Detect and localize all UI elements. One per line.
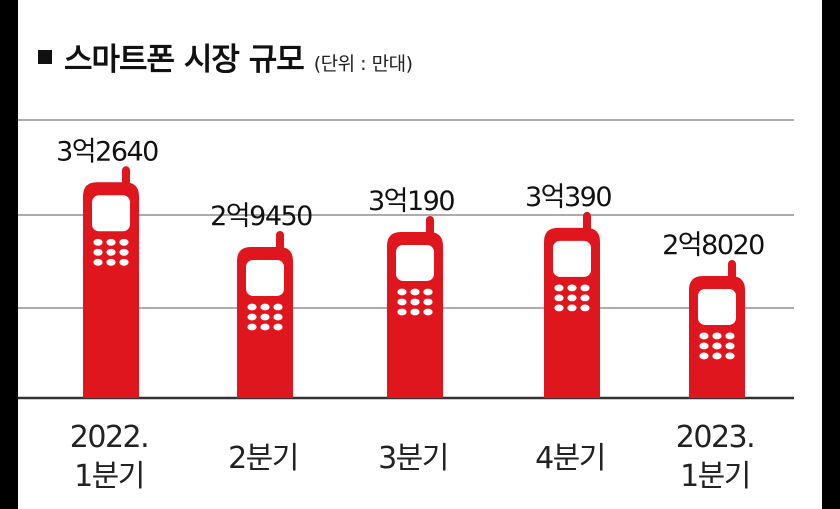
keypad-dot bbox=[260, 303, 270, 311]
category-label-1: 2022. bbox=[70, 420, 148, 455]
category-label-3: 3분기 bbox=[378, 441, 448, 476]
value-label-3: 3억190 bbox=[368, 186, 454, 217]
category-label-1: 1분기 bbox=[74, 459, 144, 494]
keypad-dot bbox=[567, 294, 577, 302]
phone-screen-3 bbox=[396, 244, 434, 281]
keypad-dot bbox=[580, 294, 590, 302]
keypad-dot bbox=[580, 284, 590, 292]
title-block: 스마트폰 시장 규모 (단위 : 만대) bbox=[38, 34, 413, 79]
antenna-4 bbox=[583, 211, 591, 232]
keypad-dot bbox=[106, 238, 116, 246]
category-label-5: 2023. bbox=[676, 420, 754, 455]
keypad-dot bbox=[93, 248, 103, 256]
keypad-dot bbox=[93, 238, 103, 246]
keypad-dot bbox=[397, 298, 407, 306]
keypad-dot bbox=[93, 258, 103, 266]
keypad-dot bbox=[273, 323, 283, 331]
keypad-dot bbox=[699, 352, 709, 360]
antenna-2 bbox=[276, 230, 284, 251]
keypad-dot bbox=[699, 332, 709, 340]
keypad-dot bbox=[712, 342, 722, 350]
keypad-dot bbox=[725, 342, 735, 350]
antenna-3 bbox=[426, 215, 434, 236]
keypad-dot bbox=[260, 323, 270, 331]
phone-bar-chart: 3억2640 2022. 1분기 2억9450 2분기 3억190 3분기 3억390 4분기 2… bbox=[18, 119, 794, 494]
keypad-dot bbox=[106, 248, 116, 256]
antenna-5 bbox=[728, 259, 736, 280]
keypad-dot bbox=[247, 323, 257, 331]
keypad-dot bbox=[247, 303, 257, 311]
value-label-1: 3억2640 bbox=[56, 136, 158, 167]
bar-1 bbox=[83, 182, 139, 398]
keypad-dot bbox=[423, 308, 433, 316]
keypad-dot bbox=[423, 288, 433, 296]
keypad-dot bbox=[119, 258, 129, 266]
keypad-dot bbox=[554, 294, 564, 302]
keypad-dot bbox=[410, 298, 420, 306]
keypad-dot bbox=[397, 308, 407, 316]
keypad-dot bbox=[699, 342, 709, 350]
keypad-dot bbox=[567, 304, 577, 312]
unit-note: (단위 : 만대) bbox=[313, 53, 413, 75]
keypad-dot bbox=[410, 288, 420, 296]
keypad-dot bbox=[273, 313, 283, 321]
keypad-dot bbox=[580, 304, 590, 312]
keypad-dot bbox=[712, 352, 722, 360]
keypad-dot bbox=[725, 352, 735, 360]
keypad-dot bbox=[106, 258, 116, 266]
keypad-dot bbox=[273, 303, 283, 311]
category-label-2: 2분기 bbox=[228, 441, 298, 476]
keypad-dot bbox=[410, 308, 420, 316]
keypad-dot bbox=[260, 313, 270, 321]
value-label-2: 2억9450 bbox=[210, 201, 312, 232]
phone-screen-1 bbox=[92, 195, 130, 232]
phone-screen-5 bbox=[698, 288, 736, 325]
keypad-dot bbox=[119, 248, 129, 256]
chart-panel: 스마트폰 시장 규모 (단위 : 만대) 3억2640 2022. 1분기 2억945… bbox=[18, 0, 822, 509]
title-bullet-icon bbox=[38, 49, 52, 64]
keypad-dot bbox=[119, 238, 129, 246]
keypad-dot bbox=[554, 284, 564, 292]
keypad-dot bbox=[423, 298, 433, 306]
keypad-dot bbox=[247, 313, 257, 321]
category-label-5: 1분기 bbox=[680, 459, 750, 494]
keypad-dot bbox=[712, 332, 722, 340]
phone-screen-4 bbox=[553, 240, 591, 277]
antenna-1 bbox=[122, 166, 130, 187]
category-label-4: 4분기 bbox=[535, 441, 605, 476]
value-label-5: 2억8020 bbox=[662, 230, 764, 261]
chart-title: 스마트폰 시장 규모 bbox=[64, 42, 305, 78]
keypad-dot bbox=[397, 288, 407, 296]
keypad-dot bbox=[725, 332, 735, 340]
phone-screen-2 bbox=[246, 259, 284, 296]
value-label-4: 3억390 bbox=[525, 182, 611, 213]
keypad-dot bbox=[554, 304, 564, 312]
keypad-dot bbox=[567, 284, 577, 292]
